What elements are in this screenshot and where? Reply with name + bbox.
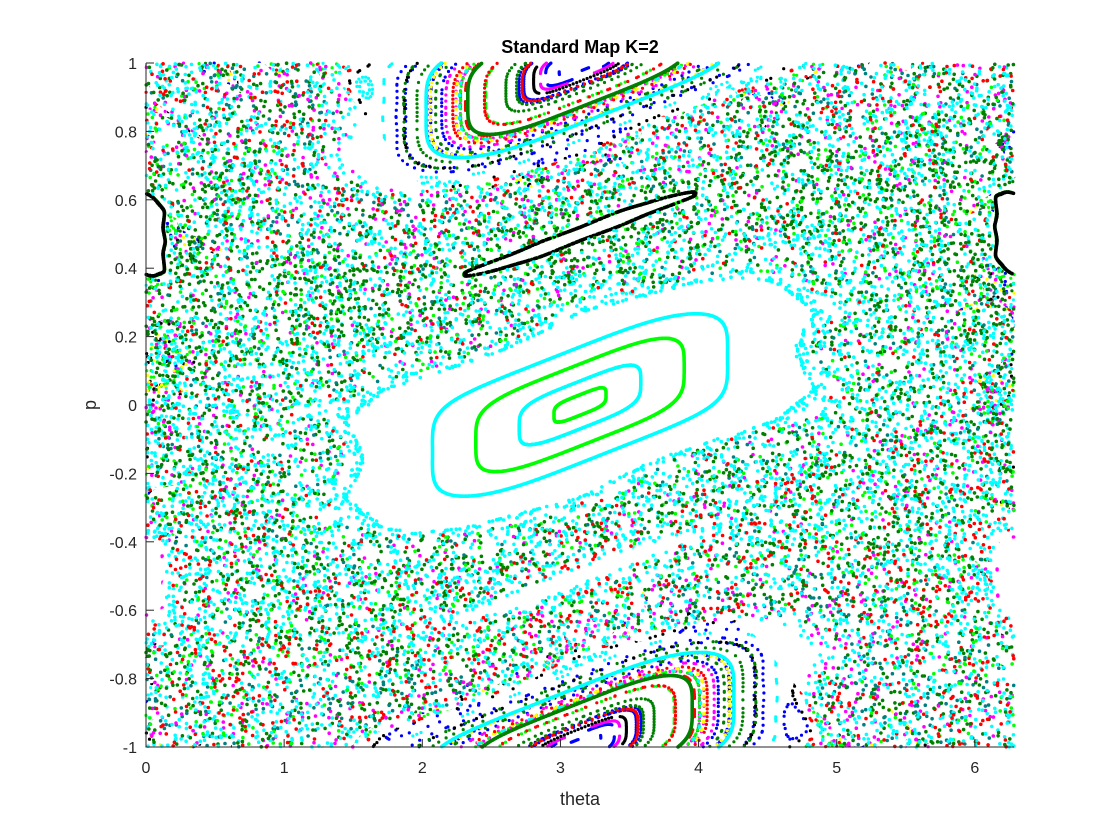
y-tick-label: -0.4: [109, 535, 137, 552]
poincare-points: [146, 63, 1014, 747]
y-tick-label: 1: [128, 56, 137, 73]
x-tick-label: 5: [832, 760, 841, 777]
y-tick-label: 0.8: [115, 124, 137, 141]
y-tick-label: -0.6: [109, 603, 137, 620]
y-tick-label: -0.2: [109, 466, 137, 483]
x-tick-label: 3: [556, 760, 565, 777]
chart-title: Standard Map K=2: [501, 37, 659, 57]
x-tick-label: 6: [970, 760, 979, 777]
y-tick-label: -1: [123, 740, 137, 757]
y-axis-label: p: [80, 400, 100, 410]
x-tick-label: 4: [694, 760, 703, 777]
x-tick-label: 2: [418, 760, 427, 777]
x-tick-label: 0: [142, 760, 151, 777]
y-tick-label: 0.2: [115, 330, 137, 347]
y-tick-label: 0: [128, 398, 137, 415]
y-tick-label: 0.4: [115, 261, 137, 278]
x-axis-label: theta: [560, 789, 601, 809]
y-tick-label: 0.6: [115, 193, 137, 210]
x-tick-label: 1: [280, 760, 289, 777]
y-tick-label: -0.8: [109, 672, 137, 689]
